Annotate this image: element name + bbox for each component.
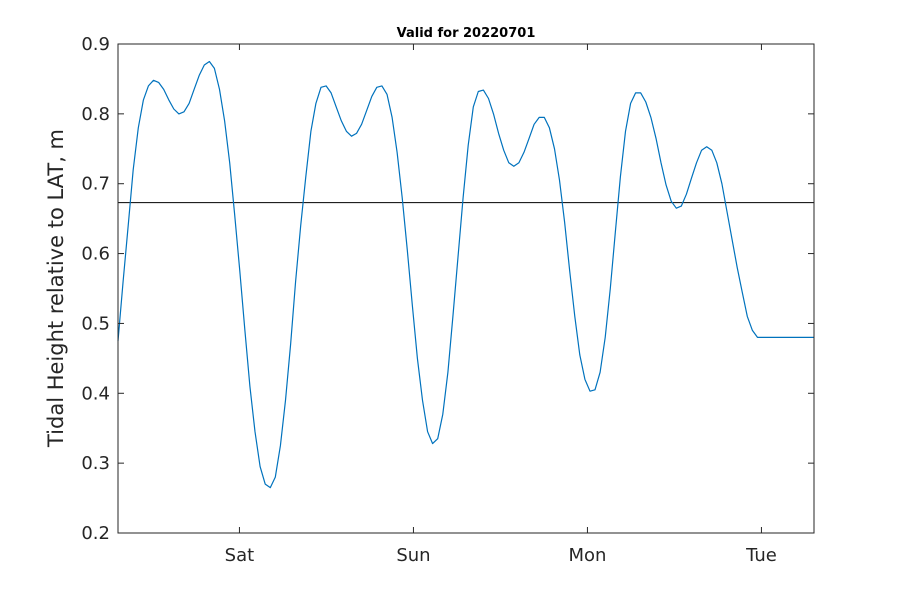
x-axis-ticks: Sat Sun Mon Tue bbox=[225, 44, 777, 566]
y-tick-label-3: 0.5 bbox=[81, 313, 110, 334]
plot-area-background bbox=[118, 44, 814, 533]
y-tick-label-4: 0.6 bbox=[81, 244, 110, 265]
y-tick-label-5: 0.7 bbox=[81, 174, 110, 195]
y-tick-label-0: 0.2 bbox=[81, 523, 110, 544]
series-line-0 bbox=[117, 60, 814, 489]
y-axis-ticks: 0.2 0.3 0.4 0.5 0.6 0.7 0.8 0.9 bbox=[81, 34, 814, 544]
y-tick-label-1: 0.3 bbox=[81, 453, 110, 474]
plot-frame bbox=[117, 43, 815, 534]
x-tick-label-3: Tue bbox=[745, 545, 777, 566]
y-tick-label-6: 0.8 bbox=[81, 104, 110, 125]
x-tick-label-1: Sun bbox=[396, 545, 430, 566]
series-group bbox=[117, 60, 814, 489]
y-tick-label-7: 0.9 bbox=[81, 34, 110, 55]
y-axis-title: Tidal Height relative to LAT, m bbox=[44, 129, 68, 448]
y-tick-label-2: 0.4 bbox=[81, 383, 110, 404]
x-tick-label-0: Sat bbox=[225, 545, 255, 566]
chart-title: Valid for 20220701 bbox=[397, 26, 536, 41]
x-tick-label-2: Mon bbox=[568, 545, 606, 566]
